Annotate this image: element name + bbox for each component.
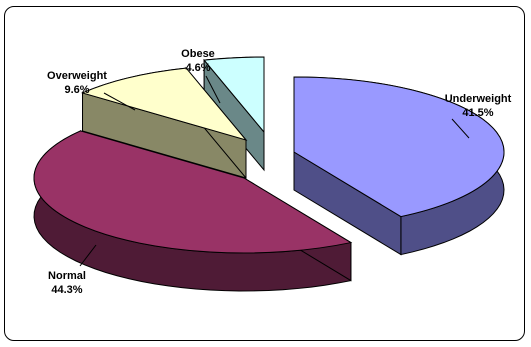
leader-line-underweight <box>451 118 470 139</box>
slice-value-normal: 44.3% <box>51 284 82 296</box>
slice-value-overweight: 9.6% <box>64 84 89 96</box>
slice-label-overweight: Overweight <box>47 70 107 82</box>
slice-label-normal: Normal <box>48 270 86 282</box>
slice-value-underweight: 41.5% <box>462 107 493 119</box>
slices-layer <box>33 56 505 292</box>
leader-lines <box>79 75 470 267</box>
labels-layer: Underweight 41.5% Normal 44.3% Overweigh… <box>47 48 512 296</box>
slice-label-underweight: Underweight <box>445 93 512 105</box>
slice-label-obese: Obese <box>181 48 215 60</box>
leader-line-normal <box>79 244 97 267</box>
slice-top-obese <box>203 56 265 134</box>
leader-line-obese <box>205 75 221 104</box>
slice-value-obese: 4.6% <box>185 62 210 74</box>
slice-top-overweight <box>81 67 248 141</box>
leader-line-overweight <box>103 92 136 111</box>
slice-top-underweight <box>293 76 505 218</box>
slice-top-normal <box>33 130 353 254</box>
